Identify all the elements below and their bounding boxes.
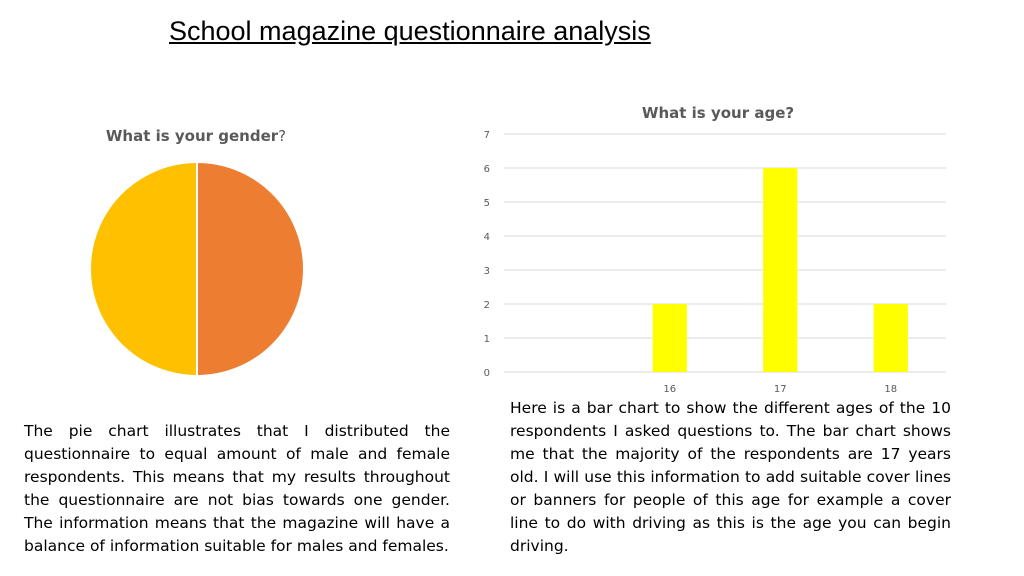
y-tick-label: 6 [484,164,490,175]
pie-chart-caption: The pie chart illustrates that I distrib… [24,422,450,555]
bar-17 [763,168,798,372]
pie-chart-title-mark: ? [278,127,287,145]
bar-18 [873,304,908,372]
y-tick-label: 3 [484,266,490,277]
gender-pie-chart [89,160,305,378]
bar-chart-title: What is your age? [641,104,795,122]
x-tick-label: 18 [884,384,897,395]
y-tick-label: 4 [484,232,490,243]
page-title: School magazine questionnaire analysis [169,16,651,46]
y-tick-label: 2 [484,300,490,311]
x-tick-label: 17 [774,384,787,395]
y-tick-label: 7 [484,130,490,141]
pie-chart-title-text: What is your gender [105,127,279,145]
y-tick-label: 0 [484,368,490,379]
pie-slice-1 [196,160,305,378]
pie-chart-title: What is your gender? [0,127,392,145]
bar-chart-caption: Here is a bar chart to show the differen… [510,399,951,555]
y-tick-label: 5 [484,198,490,209]
x-tick-label: 16 [663,384,676,395]
pie-slice-2 [89,160,198,378]
bar-16 [652,304,687,372]
age-bar-chart: 0 1 2 3 4 5 6 7 16 17 18 [484,130,946,395]
y-tick-label: 1 [484,334,490,345]
